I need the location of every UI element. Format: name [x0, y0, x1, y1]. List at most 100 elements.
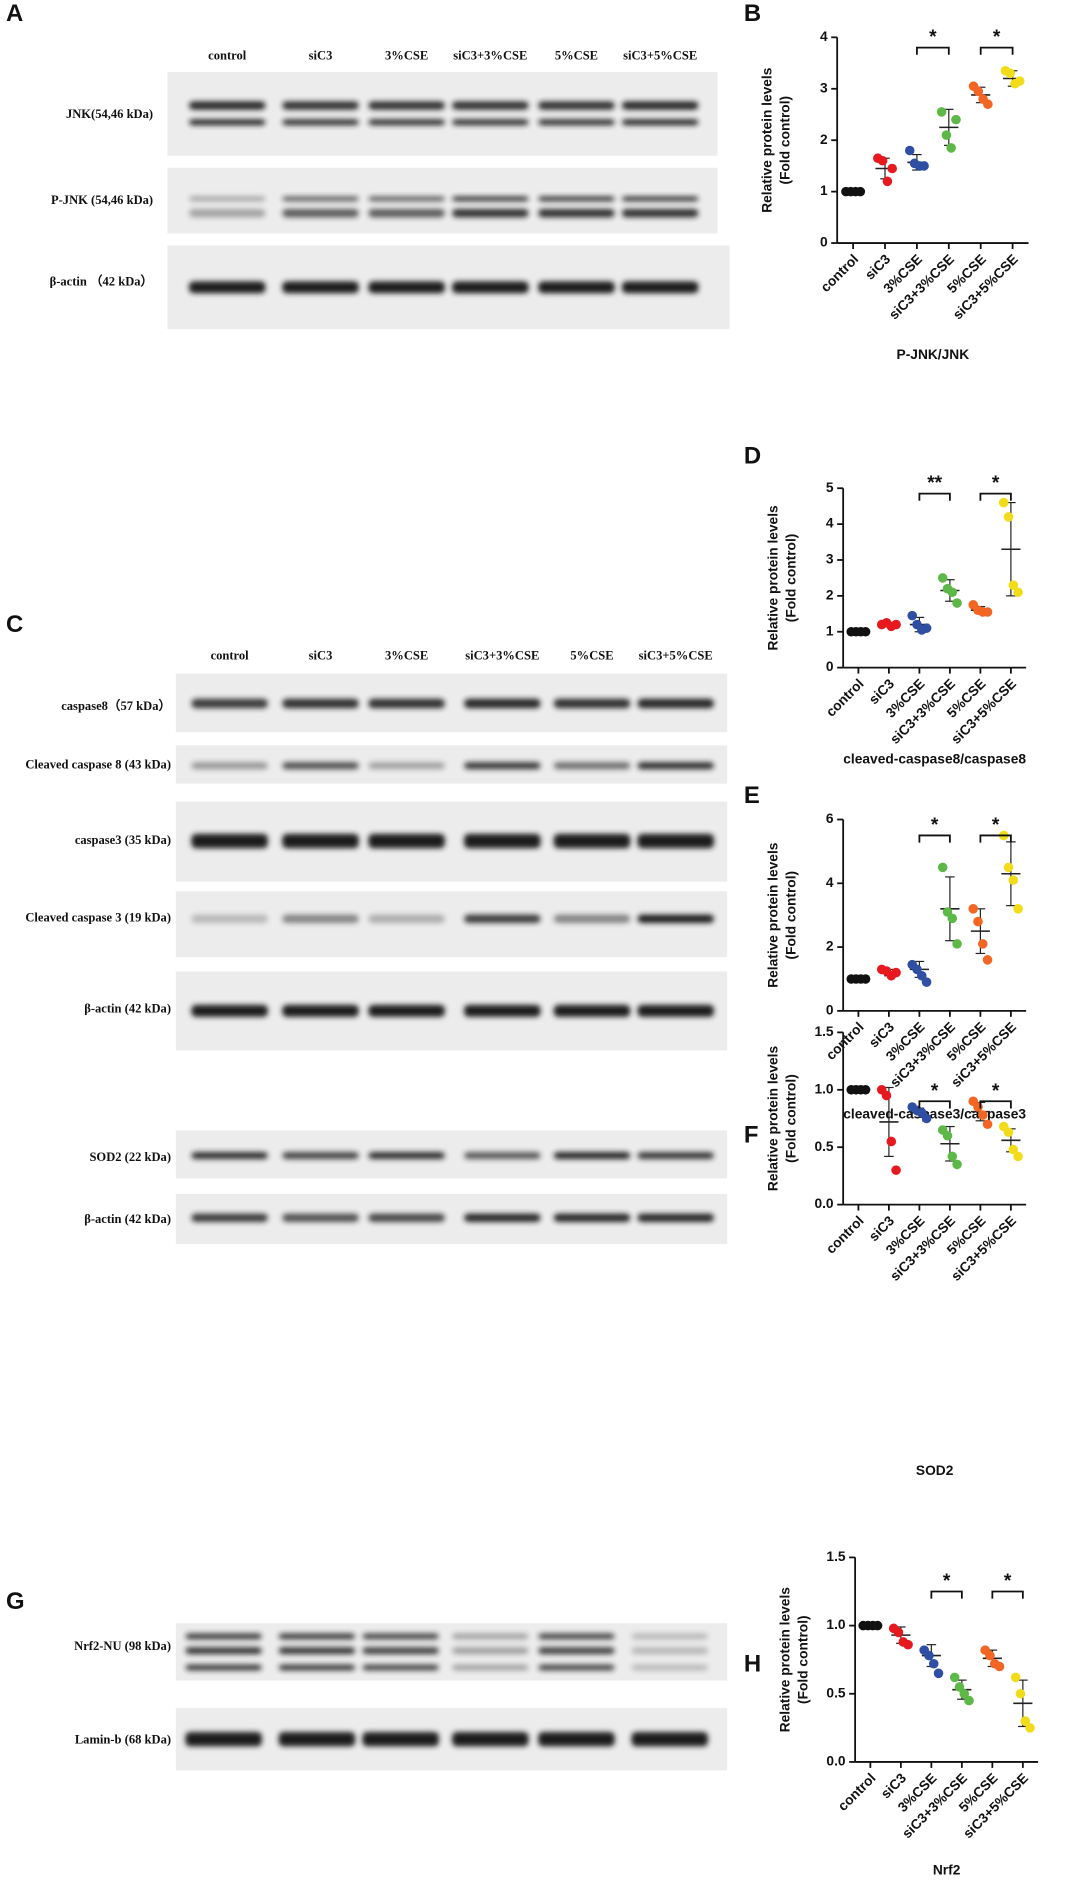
significance-bracket: [916, 46, 950, 55]
significance-label: *: [992, 1081, 1000, 1102]
x-axis-title: cleaved-caspase3/caspase3: [843, 1107, 1026, 1122]
data-point: [947, 587, 958, 598]
lane-label: siC3: [309, 48, 333, 62]
blot-band: [452, 1664, 529, 1671]
blot-band: [278, 1647, 356, 1655]
panel-letter: E: [744, 782, 760, 809]
data-point: [998, 497, 1009, 508]
data-point: [983, 99, 993, 109]
lane-label: siC3: [309, 649, 333, 663]
data-point: [1013, 904, 1023, 914]
y-axis-title: Relative protein levels: [759, 67, 774, 213]
blot-band: [553, 762, 631, 770]
data-point: [947, 913, 958, 924]
panel-letter: H: [744, 1650, 761, 1677]
blot-band: [282, 208, 359, 218]
data-point: [921, 1113, 932, 1124]
panel-letter: B: [744, 0, 761, 27]
blot-band: [282, 762, 359, 770]
blot-band: [278, 1633, 356, 1640]
y-tick-label: 6: [826, 811, 834, 826]
blot-band: [191, 914, 268, 923]
blot-band: [538, 208, 615, 218]
blot-band: [278, 1732, 356, 1747]
blot-band: [191, 1213, 268, 1222]
data-point: [946, 143, 956, 153]
data-point: [882, 176, 893, 187]
data-point: [1015, 1688, 1026, 1699]
blot-band: [621, 101, 699, 110]
lane-label: 3%CSE: [385, 649, 428, 663]
blot-band: [637, 1213, 714, 1222]
blot-band: [553, 1004, 631, 1017]
y-tick-label: 4: [826, 875, 834, 890]
y-tick-label: 0.0: [826, 1754, 845, 1769]
row-label: Lamin-b (68 kDa): [75, 1732, 171, 1746]
blot-band: [452, 101, 529, 110]
blot-band: [282, 101, 359, 110]
blot-band: [368, 1151, 445, 1160]
panel-letter: C: [6, 611, 23, 638]
row-label: Nrf2-NU (98 kDa): [74, 1639, 171, 1653]
y-tick-label: 4: [820, 29, 828, 44]
data-point: [994, 1661, 1005, 1672]
significance-bracket: [991, 1590, 1024, 1599]
data-point: [937, 573, 948, 583]
lane-label: siC3+5%CSE: [623, 48, 697, 62]
blot-membrane: [175, 1130, 728, 1179]
data-point: [1003, 512, 1014, 522]
data-point: [893, 1627, 904, 1638]
data-point: [959, 1688, 970, 1699]
data-point: [942, 1130, 953, 1141]
x-axis-title: cleaved-caspase8/caspase8: [843, 751, 1026, 766]
lane-label: siC3+3%CSE: [465, 649, 539, 663]
panel-letter: F: [744, 1122, 759, 1149]
data-point: [860, 1085, 871, 1095]
significance-label: *: [929, 27, 937, 48]
data-point: [968, 904, 979, 914]
lane-label: 5%CSE: [555, 48, 598, 62]
y-tick-label: 0.5: [826, 1685, 845, 1700]
data-point: [872, 1620, 883, 1631]
data-point: [937, 862, 948, 873]
blot-membrane: [175, 745, 728, 784]
significance-bracket: [979, 1100, 1012, 1109]
blot-band: [282, 833, 359, 849]
blot-band: [282, 196, 359, 202]
blot-band: [553, 1213, 631, 1222]
data-point: [886, 1136, 897, 1147]
data-point: [855, 186, 866, 197]
blot-band: [185, 1647, 262, 1655]
data-point: [982, 1119, 993, 1130]
significance-label: *: [993, 27, 1001, 48]
blot-band: [464, 698, 541, 709]
blot-band: [631, 1732, 709, 1747]
y-axis-title: (Fold control): [783, 534, 798, 623]
data-point: [907, 610, 918, 621]
y-tick-label: 2: [826, 939, 834, 954]
data-point: [947, 1151, 958, 1162]
blot-band: [368, 762, 445, 770]
data-point: [982, 955, 993, 965]
data-point: [964, 1695, 974, 1706]
data-point: [881, 1090, 892, 1101]
blot-band: [464, 833, 541, 849]
blot-band: [621, 196, 699, 202]
lane-label: siC3+3%CSE: [453, 48, 527, 62]
blot-band: [368, 1004, 445, 1017]
blot-band: [553, 1151, 631, 1160]
significance-label: *: [931, 815, 939, 836]
blot-band: [538, 281, 615, 294]
blot-band: [191, 833, 268, 849]
y-axis-title: Relative protein levels: [765, 505, 780, 651]
data-point: [928, 1658, 939, 1669]
y-tick-label: 0.5: [814, 1139, 833, 1154]
blot-band: [452, 119, 529, 126]
blot-band: [282, 914, 359, 923]
blot-band: [282, 281, 359, 294]
y-tick-label: 1.5: [826, 1549, 845, 1564]
panel-letter: A: [6, 0, 23, 27]
blot-band: [191, 1004, 268, 1017]
panel-letter: D: [744, 442, 761, 469]
y-axis-title: (Fold control): [783, 871, 798, 960]
